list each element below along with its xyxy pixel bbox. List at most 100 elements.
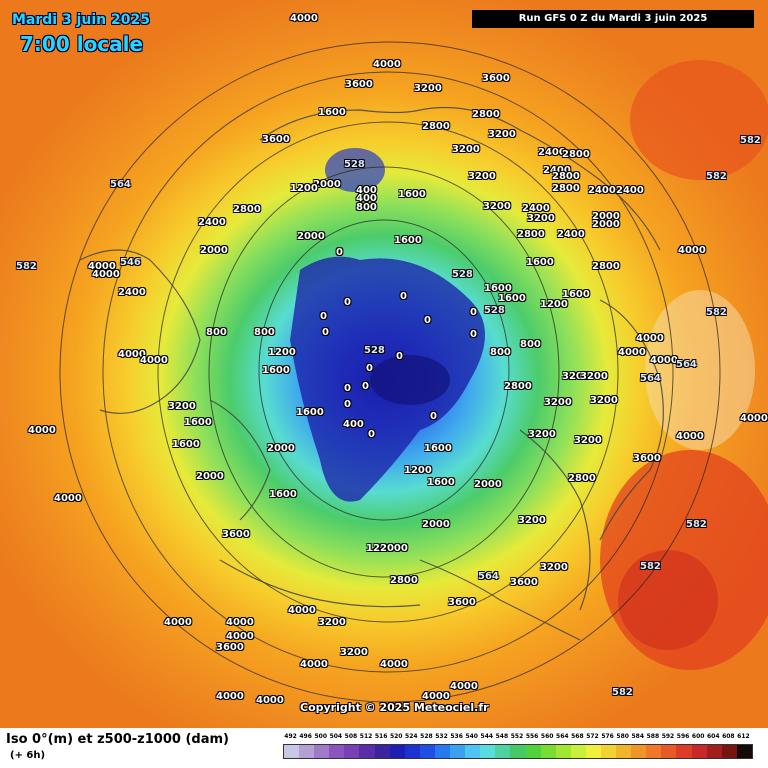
iso0-label: 3200 <box>488 129 516 140</box>
scale-tick-label: 612 <box>737 733 750 740</box>
scale-tick-label: 556 <box>525 733 539 740</box>
iso0-label: 4000 <box>676 431 704 442</box>
iso0-label: 2800 <box>552 171 580 182</box>
thickness-label: 546 <box>120 257 141 268</box>
scale-tick-label: 548 <box>495 733 509 740</box>
heat-core-east-asia <box>618 550 718 650</box>
iso0-label: 0 <box>368 429 375 440</box>
scale-swatch <box>585 745 601 758</box>
iso0-label: 2800 <box>517 229 545 240</box>
scale-swatch <box>706 745 722 758</box>
iso0-label: 4000 <box>92 269 120 280</box>
iso0-label: 4000 <box>422 691 450 702</box>
iso0-label: 400 <box>356 193 377 204</box>
iso0-label: 3200 <box>483 201 511 212</box>
iso0-label: 800 <box>520 339 541 350</box>
scale-tick-label: 604 <box>706 733 720 740</box>
scale-tick-label: 508 <box>344 733 358 740</box>
color-scale-ticks: 492 496 500 504 508 512 516 520 524 528 532 536 540 5… <box>283 733 751 743</box>
iso0-label: 4000 <box>288 605 316 616</box>
iso0-label: 2400 <box>557 229 585 240</box>
iso0-label: 2400 <box>118 287 146 298</box>
iso0-label: 3200 <box>540 562 568 573</box>
scale-swatch <box>374 745 390 758</box>
iso0-label: 3200 <box>468 171 496 182</box>
iso0-label: 2400 <box>538 147 566 158</box>
iso0-label: 4000 <box>373 59 401 70</box>
scale-swatch <box>631 745 647 758</box>
iso0-label: 1600 <box>269 489 297 500</box>
scale-tick-label: 592 <box>661 733 675 740</box>
scale-swatch <box>465 745 481 758</box>
scale-swatch <box>616 745 632 758</box>
iso0-label: 4000 <box>300 659 328 670</box>
scale-tick-label: 584 <box>631 733 645 740</box>
iso0-label: 3600 <box>262 134 290 145</box>
iso0-label: 1600 <box>424 443 452 454</box>
scale-swatch <box>299 745 315 758</box>
scale-tick-label: 568 <box>571 733 584 740</box>
iso0-label: 3200 <box>574 435 602 446</box>
thickness-label: 582 <box>640 561 661 572</box>
iso0-label: 4000 <box>226 631 254 642</box>
iso0-label: 2800 <box>390 575 418 586</box>
iso0-label: 0 <box>322 327 329 338</box>
scale-swatch <box>600 745 617 758</box>
iso0-label: 2000 <box>474 479 502 490</box>
iso0-label: 3600 <box>510 577 538 588</box>
iso0-label: 2400 <box>588 185 616 196</box>
iso0-label: 3200 <box>340 647 368 658</box>
scale-swatch <box>736 745 752 758</box>
iso0-label: 1200 <box>404 465 432 476</box>
iso0-label: 4000 <box>118 349 146 360</box>
iso0-label: 0 <box>366 363 373 374</box>
iso0-label: 2400 <box>198 217 226 228</box>
iso0-label: 3200 <box>318 617 346 628</box>
scale-swatch <box>419 745 435 758</box>
thickness-label: 528 <box>364 345 385 356</box>
iso0-label: 2000 <box>592 219 620 230</box>
iso0-label: 1200 <box>366 543 394 554</box>
pale-zone-india <box>645 290 755 450</box>
iso0-label: 3600 <box>448 597 476 608</box>
scale-tick-label: 552 <box>510 733 524 740</box>
legend-footer: Iso 0°(m) et z500-z1000 (dam) (+ 6h) 492… <box>0 728 768 768</box>
iso0-label: 3200 <box>452 144 480 155</box>
scale-swatch <box>646 745 662 758</box>
thickness-label: 564 <box>478 571 499 582</box>
scale-swatch <box>344 745 360 758</box>
iso0-label: 0 <box>430 411 437 422</box>
iso0-label: 1200 <box>268 347 296 358</box>
iso0-label: 1600 <box>484 283 512 294</box>
vortex-deep-core <box>370 355 450 405</box>
iso0-label: 4000 <box>54 493 82 504</box>
iso0-label: 2800 <box>552 183 580 194</box>
iso0-label: 2800 <box>562 149 590 160</box>
scale-tick-label: 504 <box>329 733 343 740</box>
date-title: Mardi 3 juin 2025 <box>12 12 150 28</box>
thickness-label: 528 <box>344 159 365 170</box>
scale-swatch <box>329 745 345 758</box>
iso0-label: 0 <box>344 297 351 308</box>
thickness-label: 582 <box>706 171 727 182</box>
iso0-label: 1600 <box>296 407 324 418</box>
iso0-label: 2000 <box>313 179 341 190</box>
scale-tick-label: 528 <box>420 733 433 740</box>
iso0-label: 4000 <box>290 13 318 24</box>
iso0-label: 1600 <box>526 257 554 268</box>
iso0-label: 4000 <box>140 355 168 366</box>
scale-swatch <box>570 745 586 758</box>
iso0-label: 1600 <box>398 189 426 200</box>
iso0-label: 4000 <box>256 695 284 706</box>
iso0-label: 4000 <box>740 413 768 424</box>
scale-swatch <box>691 745 707 758</box>
iso0-label: 4000 <box>650 355 678 366</box>
thickness-label: 528 <box>484 305 505 316</box>
thickness-label: 582 <box>16 261 37 272</box>
scale-swatch <box>404 745 420 758</box>
iso0-label: 4000 <box>380 659 408 670</box>
coastlines <box>79 106 664 641</box>
weather-map: 4000 4000 3600 3600 3200 1600 2800 2800 3200 3200… <box>0 0 768 728</box>
iso0-label: 3200 <box>544 397 572 408</box>
